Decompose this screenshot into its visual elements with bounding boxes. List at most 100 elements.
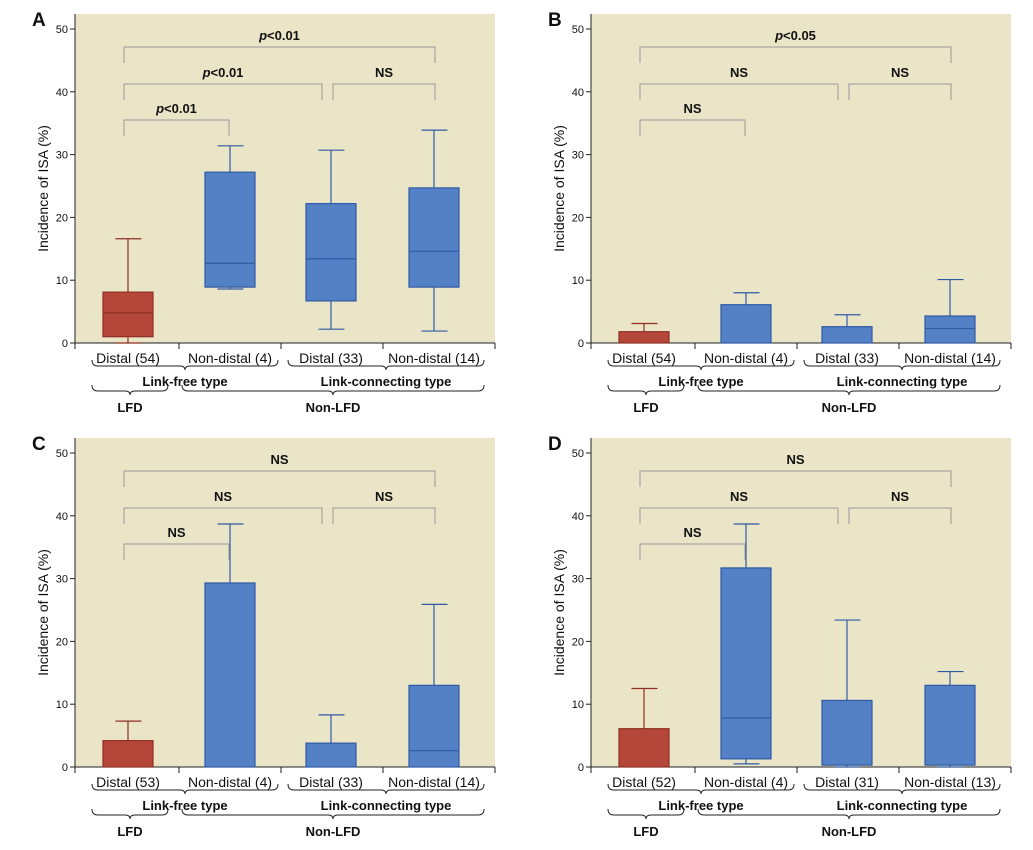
box-1 (618, 687, 670, 768)
significance-bracket (639, 470, 952, 487)
significance-label: p<0.01 (258, 28, 300, 43)
y-tick-label: 30 (572, 150, 584, 162)
y-tick-label: 30 (56, 574, 68, 586)
y-axis-label: Incidence of ISA (%) (35, 549, 51, 676)
y-tick-label: 0 (578, 338, 584, 350)
y-tick-label: 40 (56, 511, 68, 523)
significance-bracket (639, 83, 839, 100)
y-tick-label: 10 (56, 699, 68, 711)
group-brace-non-lfd (181, 808, 485, 820)
category-label: Non-distal (4) (188, 350, 272, 366)
group-brace-non-lfd (697, 808, 1001, 820)
category-label: Distal (31) (815, 774, 879, 790)
y-tick-label: 40 (572, 87, 584, 99)
significance-bracket (123, 470, 436, 487)
box-2 (204, 145, 256, 290)
group-brace-lfd (607, 808, 685, 820)
category-label: Distal (52) (612, 774, 676, 790)
category-label: Distal (54) (96, 350, 160, 366)
group-label-non-lfd: Non-LFD (306, 400, 361, 415)
panel-letter: A (32, 10, 46, 31)
significance-label: p<0.01 (155, 101, 197, 116)
significance-label: NS (730, 65, 748, 80)
significance-label: NS (683, 101, 701, 116)
box-body (305, 742, 357, 768)
box-body (924, 684, 976, 766)
y-tick-label: 0 (578, 762, 584, 774)
group-brace-link-connecting (287, 359, 485, 371)
group-label-link-free: Link-free type (142, 374, 227, 389)
significance-label: p<0.05 (774, 28, 816, 43)
significance-bracket (639, 119, 746, 136)
y-axis-label: Incidence of ISA (%) (35, 125, 51, 252)
category-label: Non-distal (4) (188, 774, 272, 790)
plot-background (75, 14, 495, 343)
group-label-lfd: LFD (633, 400, 658, 415)
box-1 (618, 322, 670, 344)
box-4 (408, 603, 460, 768)
group-label-link-free: Link-free type (658, 798, 743, 813)
box-4 (924, 670, 976, 768)
box-2 (720, 292, 772, 344)
y-tick-label: 50 (56, 448, 68, 460)
significance-label: NS (891, 65, 909, 80)
box-4 (408, 129, 460, 332)
box-body (821, 699, 873, 766)
y-tick-label: 30 (572, 574, 584, 586)
group-brace-link-free (607, 359, 795, 371)
box-3 (821, 619, 873, 768)
significance-label: p<0.01 (202, 65, 244, 80)
y-tick-label: 20 (56, 636, 68, 648)
box-1 (102, 238, 154, 344)
box-body (618, 728, 670, 768)
group-label-lfd: LFD (633, 824, 658, 839)
y-tick-label: 10 (572, 699, 584, 711)
box-4 (924, 278, 976, 344)
category-label: Distal (33) (815, 350, 879, 366)
box-2 (720, 523, 772, 765)
category-label: Non-distal (14) (388, 774, 480, 790)
group-brace-link-free (91, 359, 279, 371)
y-tick-label: 30 (56, 150, 68, 162)
group-label-link-connecting: Link-connecting type (321, 798, 452, 813)
group-brace-link-connecting (803, 359, 1001, 371)
y-tick-label: 50 (572, 24, 584, 36)
group-brace-lfd (91, 808, 169, 820)
y-tick-label: 40 (572, 511, 584, 523)
significance-label: NS (214, 489, 232, 504)
box-3 (305, 149, 357, 330)
group-label-lfd: LFD (117, 824, 142, 839)
group-label-link-connecting: Link-connecting type (837, 798, 968, 813)
y-tick-label: 0 (62, 338, 68, 350)
y-tick-label: 20 (56, 212, 68, 224)
category-label: Non-distal (14) (904, 350, 996, 366)
group-label-non-lfd: Non-LFD (822, 824, 877, 839)
box-2 (204, 523, 256, 768)
significance-label: NS (786, 452, 804, 467)
group-label-non-lfd: Non-LFD (822, 400, 877, 415)
box-body (204, 171, 256, 288)
y-tick-label: 50 (56, 24, 68, 36)
significance-bracket (639, 46, 952, 63)
significance-label: NS (891, 489, 909, 504)
significance-label: NS (167, 525, 185, 540)
y-tick-label: 20 (572, 212, 584, 224)
y-axis-label: Incidence of ISA (%) (551, 125, 567, 252)
group-brace-link-connecting (803, 783, 1001, 795)
panel-letter: D (548, 434, 562, 455)
group-label-lfd: LFD (117, 400, 142, 415)
group-label-non-lfd: Non-LFD (306, 824, 361, 839)
significance-bracket (639, 507, 839, 524)
box-body (618, 331, 670, 344)
y-axis-label: Incidence of ISA (%) (551, 549, 567, 676)
category-label: Distal (53) (96, 774, 160, 790)
significance-bracket (332, 83, 436, 100)
chart-panel-d: D 0 10 20 30 40 50 Incidence of ISA (%) Distal (… (548, 434, 1012, 839)
category-label: Non-distal (4) (704, 774, 788, 790)
y-tick-label: 40 (56, 87, 68, 99)
box-body (408, 684, 460, 768)
group-brace-link-connecting (287, 783, 485, 795)
y-tick-label: 20 (572, 636, 584, 648)
box-1 (102, 720, 154, 768)
significance-bracket (123, 543, 230, 560)
